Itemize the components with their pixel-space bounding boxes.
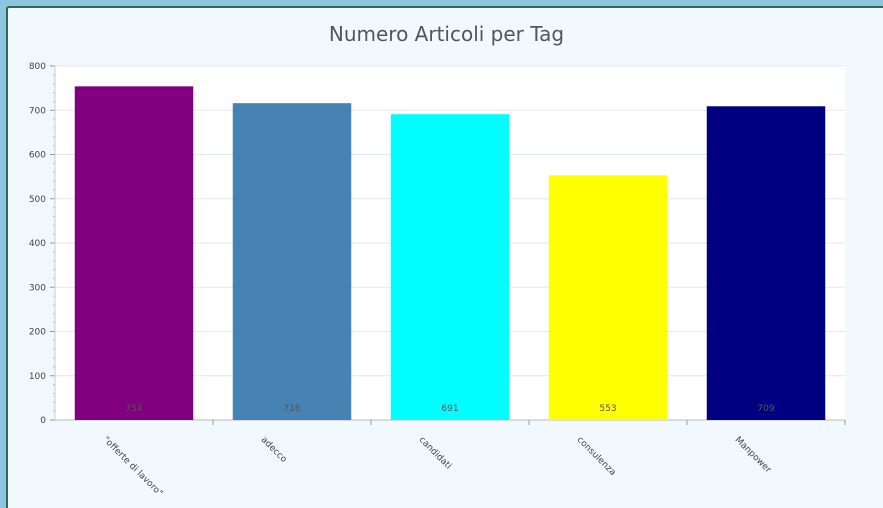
bar <box>548 175 668 420</box>
x-tick-label: candidati <box>417 435 454 472</box>
y-tick-label: 600 <box>29 151 46 161</box>
bar <box>74 86 194 420</box>
data-label: 691 <box>441 404 458 414</box>
data-label: 754 <box>125 404 142 414</box>
x-tick-label: consulenza <box>575 435 618 478</box>
data-label: 553 <box>599 404 616 414</box>
y-tick-label: 100 <box>29 372 46 382</box>
bar <box>390 114 510 421</box>
x-tick-label: "offerte di lavoro" <box>101 435 165 499</box>
y-tick-label: 700 <box>29 106 46 116</box>
y-tick-label: 200 <box>29 328 46 338</box>
bar <box>706 106 826 420</box>
y-tick-label: 400 <box>29 239 46 249</box>
chart-title: Numero Articoli per Tag <box>328 22 565 46</box>
y-tick-label: 800 <box>29 62 46 72</box>
y-tick-label: 300 <box>29 283 46 293</box>
data-label: 716 <box>283 404 300 414</box>
bar <box>232 103 352 421</box>
y-tick-label: 0 <box>40 416 46 426</box>
data-label: 709 <box>757 404 774 414</box>
y-tick-label: 500 <box>29 195 46 205</box>
x-tick-label: adecco <box>259 435 289 465</box>
x-tick-label: Manpower <box>733 435 773 475</box>
